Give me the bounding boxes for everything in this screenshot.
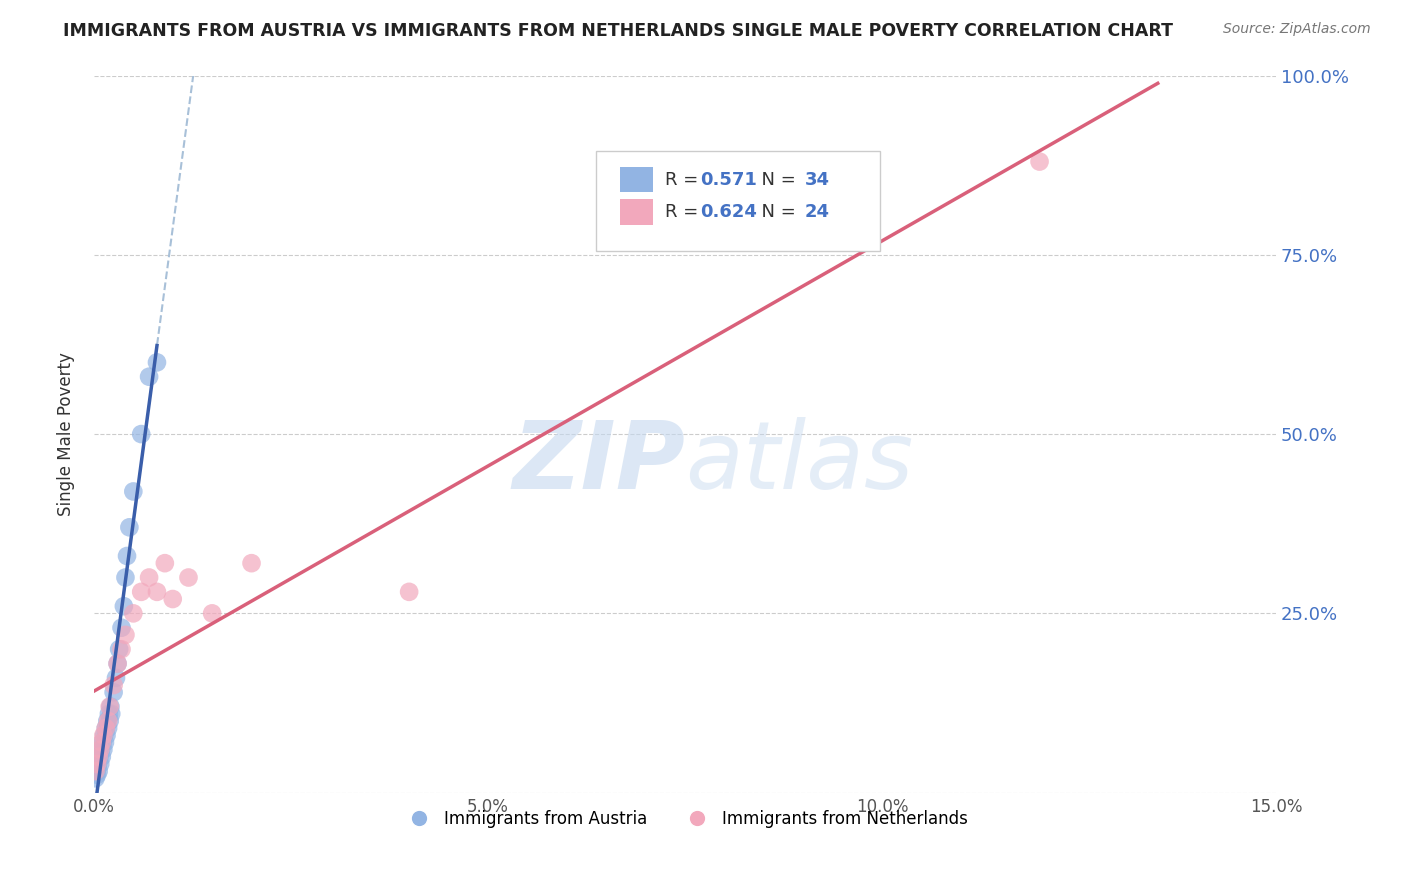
Point <box>91 735 114 749</box>
Point <box>84 772 107 786</box>
Point <box>115 549 138 563</box>
Text: atlas: atlas <box>685 417 912 508</box>
Point <box>93 742 115 756</box>
Point <box>118 520 141 534</box>
Point <box>177 570 200 584</box>
Point <box>84 764 107 779</box>
Point <box>110 642 132 657</box>
Point <box>107 657 129 671</box>
Point <box>110 621 132 635</box>
Point <box>89 756 111 771</box>
Point <box>114 570 136 584</box>
Point <box>104 671 127 685</box>
Point <box>146 585 169 599</box>
Legend: Immigrants from Austria, Immigrants from Netherlands: Immigrants from Austria, Immigrants from… <box>395 803 974 835</box>
Point <box>201 607 224 621</box>
Point <box>122 484 145 499</box>
Y-axis label: Single Male Poverty: Single Male Poverty <box>58 352 75 516</box>
Text: N =: N = <box>749 202 801 221</box>
Text: ZIP: ZIP <box>512 417 685 508</box>
Point <box>103 685 125 699</box>
Point <box>93 728 115 742</box>
Point <box>97 721 120 735</box>
Point <box>100 706 122 721</box>
Point <box>96 728 118 742</box>
Text: 0.571: 0.571 <box>700 170 758 188</box>
Point <box>1028 154 1050 169</box>
Text: R =: R = <box>665 202 704 221</box>
Text: 0.624: 0.624 <box>700 202 758 221</box>
Point <box>138 570 160 584</box>
Point <box>122 607 145 621</box>
Point <box>138 369 160 384</box>
Text: N =: N = <box>749 170 801 188</box>
Point <box>114 628 136 642</box>
Point <box>89 749 111 764</box>
Text: Source: ZipAtlas.com: Source: ZipAtlas.com <box>1223 22 1371 37</box>
Point <box>112 599 135 614</box>
Point <box>98 714 121 728</box>
Point <box>84 764 107 779</box>
Point <box>90 742 112 756</box>
Point <box>94 721 117 735</box>
FancyBboxPatch shape <box>620 167 652 193</box>
Point <box>240 556 263 570</box>
Point <box>153 556 176 570</box>
Point <box>129 427 152 442</box>
Text: 24: 24 <box>804 202 830 221</box>
Point <box>108 642 131 657</box>
FancyBboxPatch shape <box>620 199 652 225</box>
Point <box>97 714 120 728</box>
Point <box>162 592 184 607</box>
Point <box>94 721 117 735</box>
Point <box>89 742 111 756</box>
Point <box>129 585 152 599</box>
Point <box>86 756 108 771</box>
Text: 34: 34 <box>804 170 830 188</box>
Text: IMMIGRANTS FROM AUSTRIA VS IMMIGRANTS FROM NETHERLANDS SINGLE MALE POVERTY CORRE: IMMIGRANTS FROM AUSTRIA VS IMMIGRANTS FR… <box>63 22 1173 40</box>
Point <box>87 749 110 764</box>
Point <box>103 678 125 692</box>
Point <box>87 756 110 771</box>
Point <box>93 728 115 742</box>
Point <box>97 706 120 721</box>
Point <box>98 699 121 714</box>
Point <box>107 657 129 671</box>
Point <box>94 735 117 749</box>
Point <box>86 768 108 782</box>
Point <box>398 585 420 599</box>
Point <box>146 355 169 369</box>
FancyBboxPatch shape <box>596 151 880 252</box>
Text: R =: R = <box>665 170 704 188</box>
Point <box>100 699 122 714</box>
Point <box>87 764 110 779</box>
Point <box>96 714 118 728</box>
Point <box>90 735 112 749</box>
Point <box>90 749 112 764</box>
